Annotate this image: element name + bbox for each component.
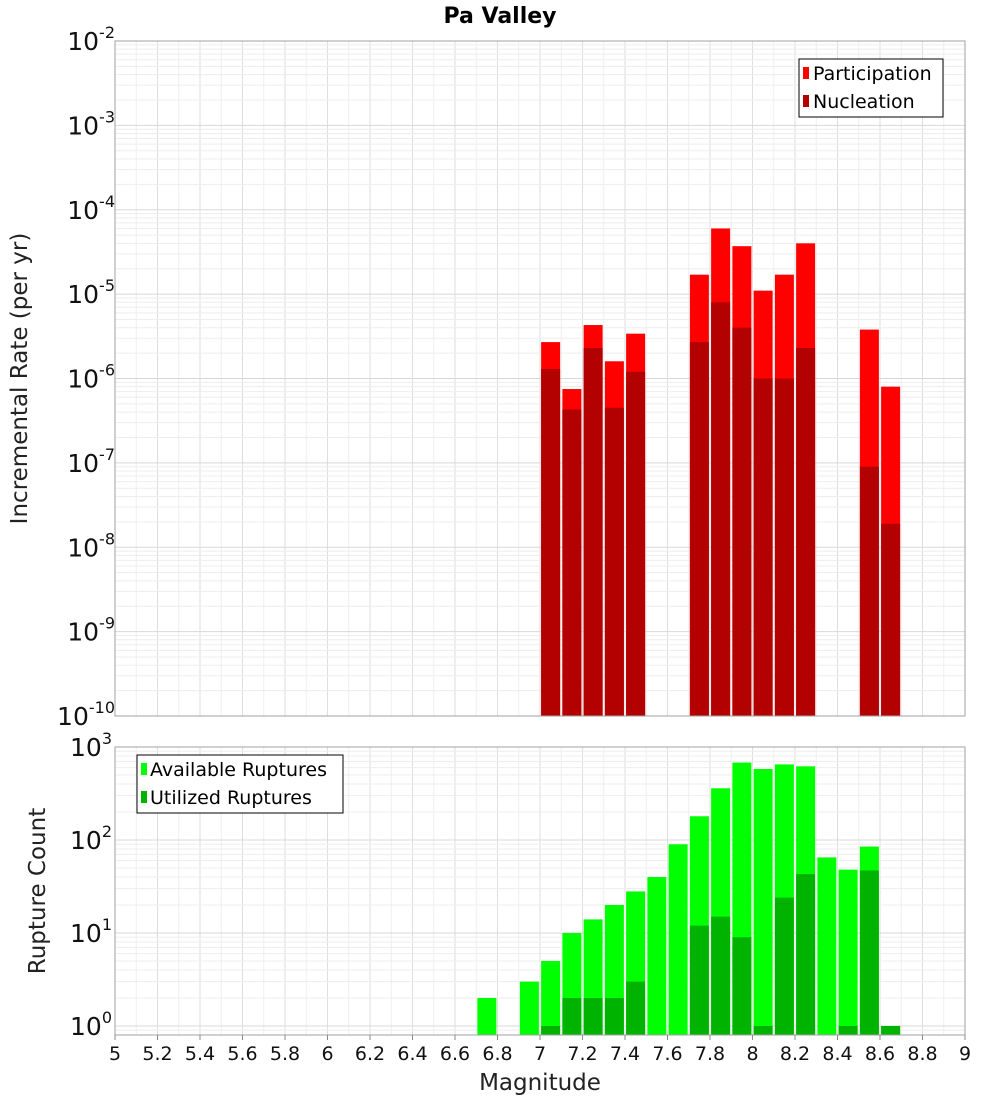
nucleation-bar <box>562 409 582 716</box>
nucleation-bar <box>774 378 794 716</box>
x-tick-label: 5.4 <box>185 1043 215 1065</box>
x-tick-label: 7.2 <box>567 1043 597 1065</box>
bottom-y-ticks: 100 101 102 103 <box>70 729 112 1041</box>
x-tick-label: 7.6 <box>652 1043 682 1065</box>
top-plot-frame <box>114 40 966 717</box>
legend-swatch-nucleation <box>803 95 809 107</box>
legend-label-utilized: Utilized Ruptures <box>150 787 312 809</box>
nucleation-bar <box>796 347 816 716</box>
x-tick-label: 6.6 <box>440 1043 470 1065</box>
top-legend: Participation Nucleation <box>798 58 944 118</box>
x-axis-label: Magnitude <box>479 1070 601 1096</box>
x-ticks: 5 5.2 5.4 5.6 5.8 6 6.2 6.4 6.6 6.8 7 7.2 7.4 7.6 7.8 8… <box>109 1035 971 1065</box>
available-ruptures-bar <box>647 877 667 1035</box>
utilized-ruptures-bar <box>711 916 731 1035</box>
x-tick-label: 5 <box>109 1043 121 1065</box>
x-tick-label: 7.4 <box>610 1043 640 1065</box>
y-tick-label-top--8: 10-8 <box>67 529 115 562</box>
utilized-ruptures-bar <box>774 897 794 1035</box>
utilized-ruptures-bar <box>583 997 603 1035</box>
participation-nucleation-plot: 10-10 10-9 10-8 10-7 10-6 10-5 10-4 10-3 10-2 In… <box>7 23 966 731</box>
legend-swatch-utilized <box>141 791 147 803</box>
legend-swatch-participation <box>803 67 809 79</box>
legend-label-nucleation: Nucleation <box>813 91 915 113</box>
bottom-legend-box <box>136 754 344 814</box>
available-ruptures-bar <box>541 960 561 1035</box>
legend-swatch-available <box>141 763 147 775</box>
x-tick-label: 8.6 <box>865 1043 895 1065</box>
utilized-ruptures-bar <box>838 1025 858 1035</box>
utilized-ruptures-bar <box>541 1025 561 1035</box>
top-y-axis-label: Incremental Rate (per yr) <box>7 233 33 525</box>
available-ruptures-bar <box>519 981 539 1035</box>
y-tick-label-top--5: 10-5 <box>67 276 115 309</box>
x-tick-label: 9 <box>959 1043 971 1065</box>
y-tick-label-bottom-3: 103 <box>70 729 112 762</box>
x-tick-label: 6.4 <box>397 1043 427 1065</box>
bottom-legend: Available Ruptures Utilized Ruptures <box>136 754 344 814</box>
available-ruptures-bar <box>838 869 858 1035</box>
utilized-ruptures-bar <box>562 997 582 1035</box>
nucleation-bar <box>881 523 901 716</box>
x-tick-label: 6.8 <box>482 1043 512 1065</box>
x-tick-label: 7 <box>534 1043 546 1065</box>
nucleation-bar <box>604 407 624 716</box>
y-tick-label-top--3: 10-3 <box>67 107 115 140</box>
nucleation-bar <box>753 378 773 716</box>
x-tick-label: 8.2 <box>780 1043 810 1065</box>
nucleation-bar <box>626 371 646 716</box>
nucleation-bar <box>711 302 731 716</box>
top-grid <box>114 41 966 717</box>
x-tick-label: 5.8 <box>270 1043 300 1065</box>
utilized-ruptures-bar <box>859 870 879 1035</box>
chart-title: Pa Valley <box>443 4 556 29</box>
y-tick-label-top--6: 10-6 <box>67 361 115 394</box>
x-tick-label: 5.2 <box>142 1043 172 1065</box>
x-tick-label: 6 <box>321 1043 333 1065</box>
top-bars <box>541 228 901 717</box>
nucleation-bar <box>732 327 752 716</box>
y-tick-label-bottom-2: 102 <box>70 822 112 855</box>
x-tick-label: 8 <box>746 1043 758 1065</box>
y-tick-label-top--2: 10-2 <box>67 23 115 56</box>
utilized-ruptures-bar <box>796 874 816 1035</box>
nucleation-bar <box>541 368 561 716</box>
legend-label-participation: Participation <box>813 63 932 85</box>
top-y-ticks: 10-10 10-9 10-8 10-7 10-6 10-5 10-4 10-3 10-2 <box>57 23 115 731</box>
available-ruptures-bar <box>753 769 773 1035</box>
x-tick-label: 8.8 <box>907 1043 937 1065</box>
bottom-bars <box>477 762 901 1035</box>
utilized-ruptures-bar <box>689 925 709 1035</box>
rupture-count-plot: 100 101 102 103 5 5.2 5.4 5.6 5.8 6 6.2 6.4 6.6 6.8 7… <box>25 729 971 1096</box>
nucleation-bar <box>689 342 709 716</box>
utilized-ruptures-bar <box>732 937 752 1035</box>
y-tick-label-top--9: 10-9 <box>67 614 115 647</box>
x-tick-label: 7.8 <box>695 1043 725 1065</box>
y-tick-label-top--7: 10-7 <box>67 445 115 478</box>
y-tick-label-bottom-1: 101 <box>70 915 112 948</box>
y-tick-label-bottom-0: 100 <box>70 1008 112 1041</box>
available-ruptures-bar <box>668 844 688 1035</box>
x-tick-label: 8.4 <box>822 1043 852 1065</box>
utilized-ruptures-bar <box>881 1025 901 1035</box>
nucleation-bar <box>583 347 603 716</box>
x-tick-label: 5.6 <box>227 1043 257 1065</box>
y-tick-label-top--4: 10-4 <box>67 192 115 225</box>
available-ruptures-bar <box>477 997 497 1035</box>
utilized-ruptures-bar <box>753 1025 773 1035</box>
nucleation-bar <box>859 466 879 716</box>
x-tick-label: 6.2 <box>355 1043 385 1065</box>
legend-label-available: Available Ruptures <box>150 759 327 781</box>
top-legend-box <box>798 58 944 118</box>
y-tick-label-top--10: 10-10 <box>57 698 115 731</box>
utilized-ruptures-bar <box>604 997 624 1035</box>
available-ruptures-bar <box>817 857 837 1035</box>
bottom-y-axis-label: Rupture Count <box>25 808 51 974</box>
utilized-ruptures-bar <box>626 981 646 1035</box>
